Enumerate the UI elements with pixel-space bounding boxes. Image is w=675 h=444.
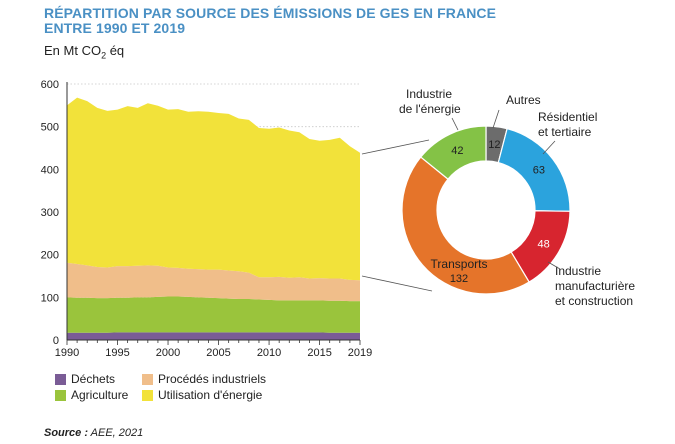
area-series-0 xyxy=(67,332,360,340)
leader-residentiel xyxy=(542,140,556,155)
chart-title-line1: RÉPARTITION PAR SOURCE DES ÉMISSIONS DE … xyxy=(44,5,497,21)
donut-label-industrie-manuf-3: et construction xyxy=(555,294,633,308)
connector-line-top xyxy=(361,139,430,155)
source-note: Source : AEE, 2021 xyxy=(44,427,144,439)
legend-swatch-energie xyxy=(142,389,153,401)
x-tick-label-2005: 2005 xyxy=(206,347,230,359)
legend-label-dechets: Déchets xyxy=(71,372,116,386)
area-series-1 xyxy=(67,296,360,333)
donut-label-residentiel-2: et tertiaire xyxy=(538,125,592,139)
x-tick-label-2019: 2019 xyxy=(348,347,372,359)
donut-slice-3 xyxy=(401,156,530,295)
y-tick-label-100: 100 xyxy=(41,292,59,304)
legend-item-dechets: Déchets xyxy=(55,372,115,386)
chart-title: RÉPARTITION PAR SOURCE DES ÉMISSIONS DE … xyxy=(44,6,496,36)
legend-label-procedes: Procédés industriels xyxy=(158,372,267,386)
x-tick-label-1990: 1990 xyxy=(55,347,79,359)
donut-value-4: 42 xyxy=(451,145,463,157)
x-tick-label-2015: 2015 xyxy=(307,347,331,359)
donut-label-industrie-energie-1: Industrie xyxy=(406,87,452,101)
area-series-2 xyxy=(67,262,360,302)
donut-label-industrie-energie-2: de l'énergie xyxy=(399,102,461,116)
legend-item-procedes: Procédés industriels xyxy=(142,372,266,386)
y-tick-label-200: 200 xyxy=(41,250,59,262)
donut-value-transports: 132 xyxy=(450,273,468,285)
x-tick-label-2000: 2000 xyxy=(156,347,180,359)
y-axis-unit: En Mt CO2 éq xyxy=(44,43,125,61)
donut-label-industrie-manuf-2: manufacturière xyxy=(555,279,635,293)
legend-label-agriculture: Agriculture xyxy=(71,388,129,402)
donut-value-2: 48 xyxy=(537,238,549,250)
chart-title-line2: ENTRE 1990 ET 2019 xyxy=(44,20,186,36)
donut-label-residentiel-1: Résidentiel xyxy=(538,110,597,124)
legend-label-energie: Utilisation d'énergie xyxy=(158,388,263,402)
donut-slice-4 xyxy=(419,125,487,180)
donut-value-1: 63 xyxy=(533,165,545,177)
leader-industrie-energie xyxy=(451,117,459,131)
legend-swatch-dechets xyxy=(55,373,66,385)
donut-label-transports: Transports xyxy=(431,257,488,271)
donut-label-industrie-manuf-1: Industrie xyxy=(555,264,601,278)
y-tick-label-0: 0 xyxy=(53,335,59,347)
y-tick-label-400: 400 xyxy=(41,164,59,176)
leader-autres xyxy=(492,109,500,129)
legend-swatch-agriculture xyxy=(55,389,66,401)
x-tick-label-1995: 1995 xyxy=(105,347,129,359)
connector-line-bottom xyxy=(361,275,433,292)
x-tick-label-2010: 2010 xyxy=(257,347,281,359)
legend-item-energie: Utilisation d'énergie xyxy=(142,388,262,402)
donut-value-0: 12 xyxy=(488,139,500,151)
y-tick-label-300: 300 xyxy=(41,207,59,219)
y-tick-label-600: 600 xyxy=(41,79,59,91)
y-tick-label-500: 500 xyxy=(41,122,59,134)
area-series-3 xyxy=(67,97,360,281)
legend-swatch-procedes xyxy=(142,373,153,385)
leader-industrie-manuf xyxy=(547,261,561,270)
legend-item-agriculture: Agriculture xyxy=(55,388,128,402)
donut-label-autres: Autres xyxy=(506,93,541,107)
